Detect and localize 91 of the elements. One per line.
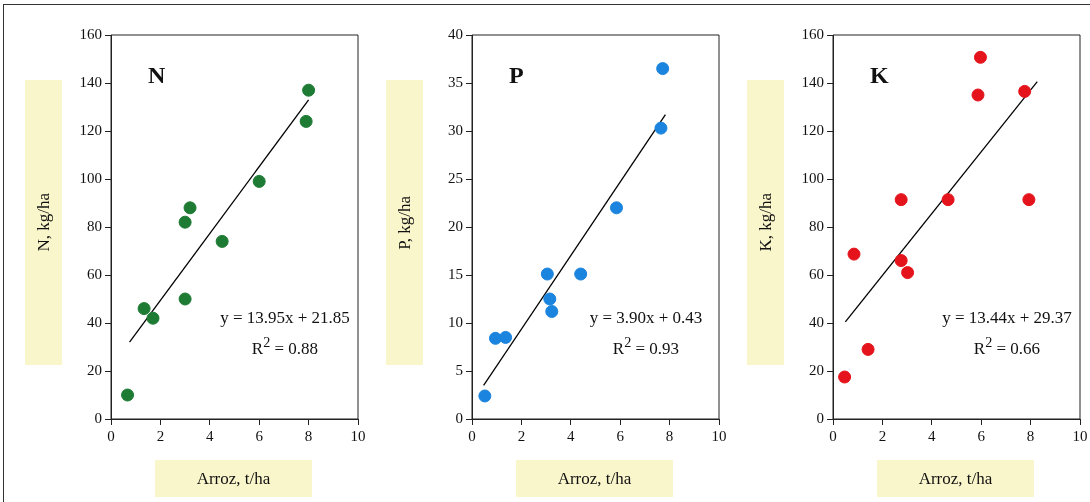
point: [894, 193, 908, 207]
y-tick-label: 160: [801, 25, 824, 42]
annotation: R$^{2}$ = 0.93: [611, 334, 681, 359]
annotation: R$^{2}$ = 0.88: [250, 334, 320, 359]
point: [574, 267, 588, 281]
y-tick-label: 30: [448, 121, 463, 138]
x-tick-label: 2: [156, 427, 165, 444]
x-tick-label: 0: [468, 427, 476, 444]
point: [178, 292, 192, 306]
point: [971, 88, 985, 102]
y-tick-label: 15: [448, 265, 463, 282]
point: [178, 215, 192, 229]
point: [1018, 84, 1032, 98]
y-tick-label: 100: [801, 169, 824, 186]
point: [121, 388, 135, 402]
x-axis-title: Arroz, t/ha: [155, 460, 312, 497]
annotation: R$^{2}$ = 0.66: [972, 334, 1042, 359]
y-tick-label: 140: [79, 73, 102, 90]
y-tick-label: 35: [448, 73, 463, 90]
y-tick-label: 25: [448, 169, 463, 186]
y-tick-label: 40: [809, 313, 824, 330]
point: [973, 50, 987, 64]
y-axis-title: P, kg/ha: [394, 195, 415, 250]
y-tick-label: 140: [801, 73, 824, 90]
point: [499, 330, 513, 344]
y-tick-label: 20: [448, 217, 463, 234]
point: [610, 201, 623, 215]
x-tick-label: 0: [829, 427, 837, 444]
point: [847, 247, 861, 261]
x-tick-label: 10: [1072, 427, 1088, 444]
x-tick-label: 2: [517, 427, 526, 444]
x-tick-label: 8: [304, 427, 313, 444]
y-tick-label: 5: [455, 361, 463, 378]
point: [545, 304, 559, 318]
y-tick-label: 60: [809, 265, 824, 282]
y-tick-label: 0: [94, 409, 102, 426]
point: [941, 193, 955, 207]
annotation: y = 13.44x + 29.37: [941, 308, 1073, 328]
y-tick-label: 80: [87, 217, 102, 234]
y-tick-label: 100: [79, 169, 102, 186]
y-tick-label: 120: [801, 121, 824, 138]
x-tick-label: 8: [665, 427, 674, 444]
x-axis-title: Arroz, t/ha: [516, 460, 673, 497]
y-tick-label: 0: [455, 409, 463, 426]
point: [146, 311, 160, 325]
point: [478, 389, 492, 403]
y-tick-label: 20: [87, 361, 102, 378]
annotation: P: [509, 62, 524, 89]
x-tick-label: 0: [107, 427, 115, 444]
y-tick-label: 20: [809, 361, 824, 378]
x-tick-label: 10: [711, 427, 727, 444]
y-tick-label: 40: [87, 313, 102, 330]
point: [838, 370, 852, 384]
y-tick-label: 0: [816, 409, 824, 426]
y-axis-title: N, kg/ha: [33, 193, 54, 252]
x-tick-label: 8: [1026, 427, 1035, 444]
x-tick-label: 10: [350, 427, 366, 444]
point: [215, 234, 229, 248]
x-tick-label: 6: [977, 427, 986, 444]
point: [302, 83, 316, 97]
point: [540, 267, 554, 281]
x-tick-label: 4: [567, 427, 576, 444]
point: [656, 62, 670, 76]
x-tick-label: 4: [206, 427, 215, 444]
point: [137, 302, 151, 316]
x-tick-label: 6: [616, 427, 625, 444]
y-axis-title: K, kg/ha: [755, 193, 776, 252]
point: [901, 266, 915, 280]
point: [1022, 193, 1036, 207]
x-tick-label: 2: [878, 427, 887, 444]
y-tick-label: 10: [448, 313, 463, 330]
point: [183, 201, 197, 215]
x-axis-title: Arroz, t/ha: [877, 460, 1034, 497]
annotation: y = 13.95x + 21.85: [219, 308, 351, 328]
point: [654, 121, 668, 135]
y-tick-label: 120: [79, 121, 102, 138]
x-tick-label: 4: [928, 427, 937, 444]
x-tick-label: 6: [255, 427, 264, 444]
annotation: N: [148, 62, 166, 89]
y-tick-label: 60: [87, 265, 102, 282]
y-tick-label: 160: [79, 25, 102, 42]
point: [861, 342, 875, 356]
y-tick-label: 40: [448, 25, 463, 42]
point: [543, 292, 557, 306]
annotation: K: [870, 62, 889, 89]
annotation: y = 3.90x + 0.43: [588, 308, 704, 328]
point: [894, 254, 908, 268]
point: [299, 114, 313, 128]
y-tick-label: 80: [809, 217, 824, 234]
point: [252, 174, 266, 188]
point: [488, 331, 502, 345]
